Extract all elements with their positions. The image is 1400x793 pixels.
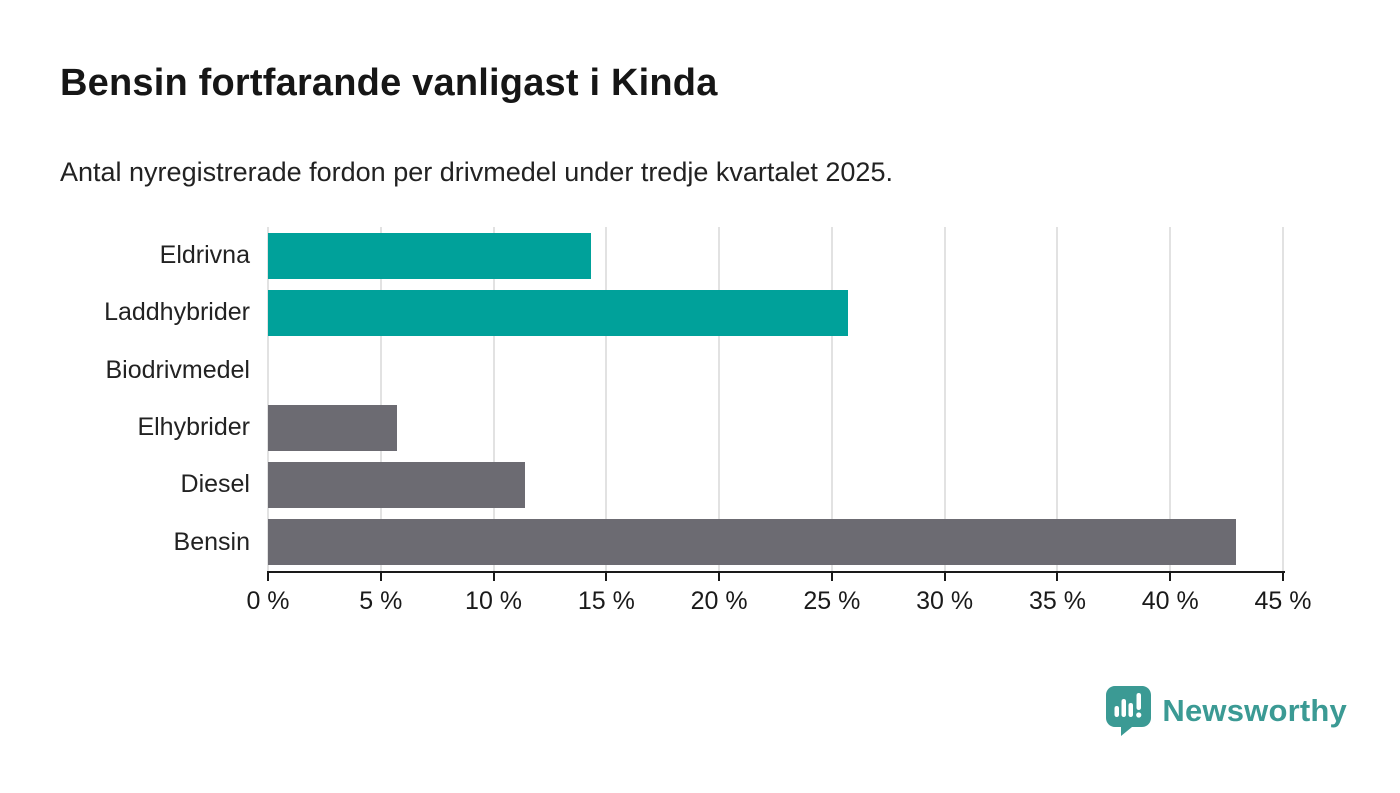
gridline — [1056, 227, 1059, 571]
page-subtitle: Antal nyregistrerade fordon per drivmede… — [60, 157, 893, 187]
newsworthy-logo: Newsworthy — [1105, 685, 1347, 737]
gridline — [830, 227, 833, 571]
x-axis-tick — [379, 571, 382, 581]
x-tick-label: 10 % — [465, 587, 523, 615]
x-axis-tick — [1169, 571, 1172, 581]
category-label-bensin: Bensin — [173, 527, 250, 556]
x-axis-tick — [605, 571, 608, 581]
category-label-eldrivna: Eldrivna — [159, 241, 250, 270]
x-axis-tick — [1282, 571, 1284, 581]
page-title: Bensin fortfarande vanligast i Kinda — [60, 62, 718, 104]
gridline — [492, 227, 495, 571]
x-axis-line — [268, 571, 1285, 573]
category-label-diesel: Diesel — [180, 470, 250, 499]
gridline — [718, 227, 721, 571]
x-tick-label: 45 % — [1254, 587, 1312, 615]
x-axis-tick — [943, 571, 946, 581]
gridline — [943, 227, 946, 571]
x-tick-label: 40 % — [1141, 587, 1199, 615]
x-axis-tick — [267, 571, 269, 581]
x-axis-tick — [830, 571, 833, 581]
bar-diesel — [268, 462, 526, 508]
x-tick-label: 25 % — [803, 587, 861, 615]
x-tick-label: 20 % — [690, 587, 748, 615]
gridline — [1282, 227, 1284, 571]
x-tick-label: 35 % — [1028, 587, 1086, 615]
bar-eldrivna — [268, 232, 591, 279]
bar-elhybrider — [268, 404, 397, 451]
newsworthy-pin-barchart-icon — [1106, 686, 1152, 736]
category-label-elhybrider: Elhybrider — [137, 413, 250, 442]
x-tick-label: 30 % — [916, 587, 974, 615]
x-tick-label: 5 % — [359, 587, 403, 615]
x-axis-tick — [718, 571, 721, 581]
gridline — [605, 227, 608, 571]
category-label-biodrivmedel: Biodrivmedel — [105, 355, 250, 384]
gridline — [1169, 227, 1172, 571]
gridline — [379, 227, 382, 571]
bar-laddhybrider — [268, 290, 848, 336]
gridline — [267, 227, 269, 571]
x-tick-label: 15 % — [577, 587, 635, 615]
category-label-laddhybrider: Laddhybrider — [104, 298, 250, 327]
newsworthy-logo-text: Newsworthy — [1162, 693, 1347, 728]
bar-bensin — [268, 519, 1236, 566]
x-axis-tick — [1056, 571, 1059, 581]
x-axis-tick — [492, 571, 495, 581]
x-tick-label: 0 % — [246, 587, 290, 615]
